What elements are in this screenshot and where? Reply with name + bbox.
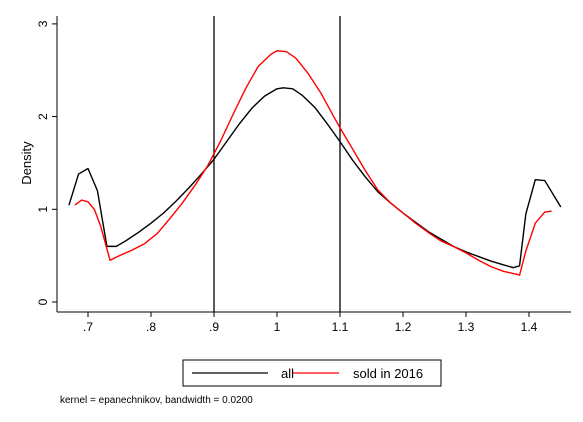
x-tick-label-0: .7 bbox=[83, 320, 93, 334]
x-tick-label-2: .9 bbox=[209, 320, 219, 334]
y-tick-label-3: 3 bbox=[36, 20, 50, 27]
legend-label-all: all bbox=[281, 366, 294, 381]
legend-label-sold-in-2016: sold in 2016 bbox=[353, 366, 423, 381]
x-tick-label-6: 1.3 bbox=[458, 320, 475, 334]
series-line-1 bbox=[74, 50, 552, 276]
plot-area: 0 1 2 3 .7 .8 .9 1 1.1 1.2 1.3 1.4 bbox=[36, 16, 571, 334]
legend: all sold in 2016 bbox=[182, 359, 442, 387]
y-axis-title: Density bbox=[19, 141, 34, 185]
x-tick-label-1: .8 bbox=[146, 320, 156, 334]
y-tick-label-2: 2 bbox=[36, 113, 50, 120]
kernel-note: kernel = epanechnikov, bandwidth = 0.020… bbox=[60, 395, 253, 406]
y-tick-label-1: 1 bbox=[36, 206, 50, 213]
x-tick-label-7: 1.4 bbox=[521, 320, 538, 334]
x-tick-label-4: 1.1 bbox=[332, 320, 349, 334]
series-line-0 bbox=[68, 87, 562, 269]
y-tick-label-0: 0 bbox=[36, 298, 50, 305]
x-tick-label-5: 1.2 bbox=[395, 320, 412, 334]
x-tick-label-3: 1 bbox=[274, 320, 281, 334]
